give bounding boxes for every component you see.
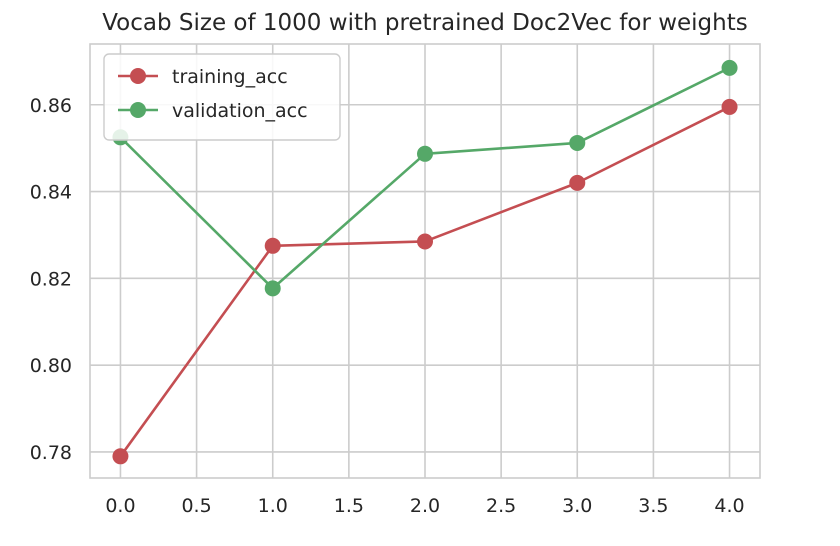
data-point — [264, 237, 281, 254]
x-axis-tick-labels: 0.0 0.5 1.0 1.5 2.0 2.5 3.0 3.5 4.0 — [105, 495, 744, 517]
y-tick-label: 0.86 — [30, 95, 72, 117]
legend-marker — [130, 68, 146, 84]
x-tick-label: 0.5 — [181, 495, 211, 517]
data-point — [721, 98, 738, 115]
x-tick-label: 2.5 — [486, 495, 516, 517]
x-tick-label: 4.0 — [714, 495, 744, 517]
legend-label: training_acc — [172, 66, 288, 88]
data-point — [417, 145, 433, 162]
y-tick-label: 0.84 — [30, 182, 72, 204]
legend-item: training_acc — [118, 66, 288, 88]
y-axis-tick-labels: 0.78 0.80 0.82 0.84 0.86 — [30, 95, 72, 464]
legend: training_acc validation_acc — [103, 53, 341, 141]
data-point — [112, 448, 129, 465]
data-point — [417, 233, 433, 250]
y-tick-label: 0.82 — [30, 268, 72, 290]
legend-item: validation_acc — [118, 100, 308, 122]
grid-lines — [90, 44, 760, 478]
x-tick-label: 3.5 — [638, 495, 668, 517]
x-tick-label: 2.0 — [410, 495, 440, 517]
x-tick-label: 3.0 — [562, 495, 592, 517]
legend-label: validation_acc — [172, 100, 308, 122]
data-point — [569, 134, 586, 151]
x-tick-label: 1.5 — [334, 495, 364, 517]
data-point — [721, 59, 738, 76]
y-tick-label: 0.78 — [30, 442, 72, 464]
legend-marker — [130, 102, 146, 118]
x-tick-label: 1.0 — [258, 495, 288, 517]
data-point — [569, 174, 586, 191]
x-tick-label: 0.0 — [105, 495, 135, 517]
chart-title: Vocab Size of 1000 with pretrained Doc2V… — [102, 10, 748, 36]
series-training_acc — [112, 98, 738, 465]
data-point — [264, 280, 281, 297]
series-layer — [112, 59, 738, 465]
y-tick-label: 0.80 — [30, 355, 72, 377]
legend-box — [103, 53, 341, 141]
plot-frame — [89, 43, 761, 479]
